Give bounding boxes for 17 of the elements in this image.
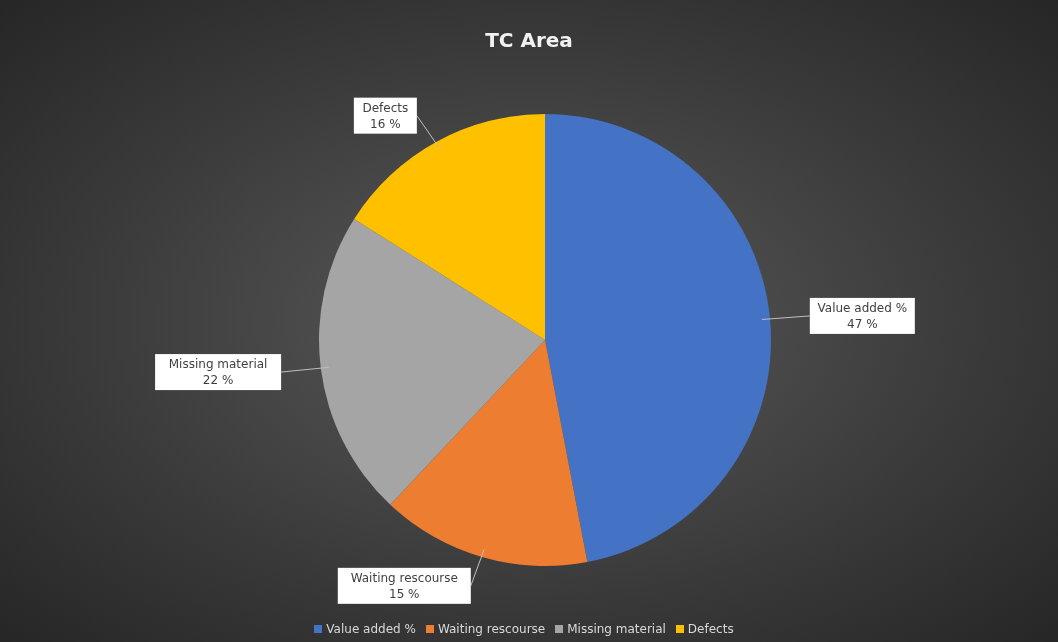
- chart-title: TC Area: [484, 27, 574, 54]
- slice-label: Waiting rescourse: [350, 570, 458, 585]
- pie-slice: [390, 340, 588, 566]
- legend-label: Missing material: [567, 622, 666, 636]
- data-label: 22 %: [202, 373, 234, 388]
- pie-slice: [319, 218, 545, 505]
- data-label: 16 %: [370, 116, 401, 131]
- slice-label: Value added %: [817, 300, 908, 315]
- pie-slice: [545, 114, 771, 562]
- legend-label: Waiting rescourse: [437, 622, 546, 636]
- data-label: 15 %: [389, 586, 420, 601]
- slice-label: Defects: [362, 100, 409, 115]
- data-label: 47 %: [847, 316, 878, 331]
- legend-label: Defects: [687, 622, 734, 636]
- legend-label: Value added %: [326, 622, 416, 636]
- slice-label: Missing material: [168, 357, 268, 372]
- pie-slice: [354, 114, 545, 340]
